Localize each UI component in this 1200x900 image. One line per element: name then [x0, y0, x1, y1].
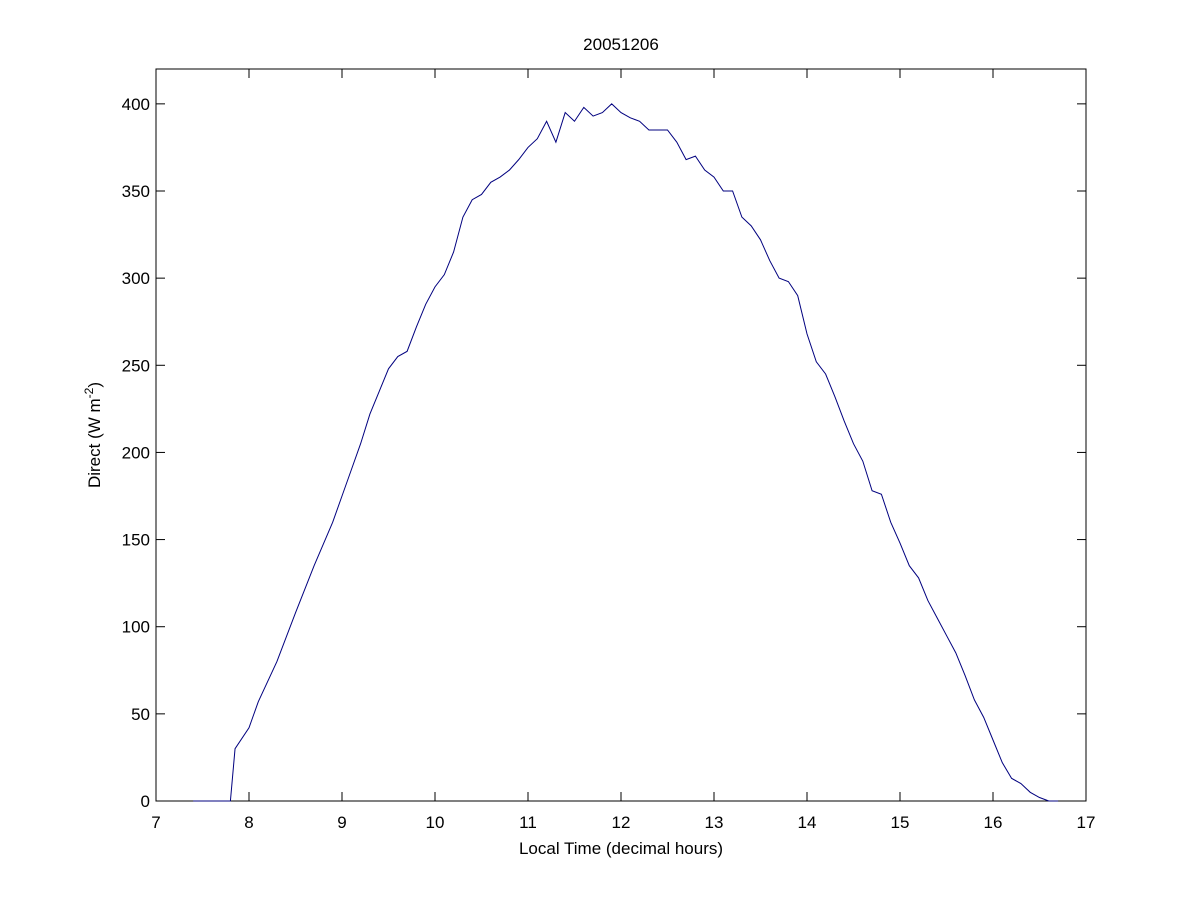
x-tick-label: 15 [891, 813, 910, 832]
y-tick-label: 200 [122, 443, 150, 462]
x-tick-label: 17 [1077, 813, 1096, 832]
x-tick-label: 14 [798, 813, 817, 832]
x-tick-label: 11 [519, 813, 537, 832]
plot-area [155, 68, 1087, 802]
y-tick-label: 400 [122, 95, 150, 114]
x-tick-label: 8 [244, 813, 253, 832]
y-tick-label: 250 [122, 356, 150, 375]
y-label-text: Direct (W m [85, 398, 104, 488]
y-tick-label: 350 [122, 182, 150, 201]
y-tick-label: 300 [122, 269, 150, 288]
y-label-suffix: ) [85, 382, 104, 388]
x-tick-label: 16 [984, 813, 1003, 832]
x-tick-label: 9 [337, 813, 346, 832]
y-tick-label: 150 [122, 531, 150, 550]
x-tick-label: 12 [612, 813, 631, 832]
x-axis-label: Local Time (decimal hours) [519, 839, 723, 858]
x-tick-label: 7 [151, 813, 160, 832]
x-tick-label: 13 [705, 813, 724, 832]
y-tick-label: 0 [141, 792, 150, 811]
data-line [193, 103, 1059, 802]
y-axis-label: Direct (W m-2) [82, 382, 104, 488]
y-label-superscript: -2 [82, 387, 96, 398]
x-tick-label: 10 [426, 813, 445, 832]
y-tick-label: 50 [131, 705, 150, 724]
chart-title: 20051206 [583, 35, 659, 54]
y-tick-label: 100 [122, 618, 150, 637]
